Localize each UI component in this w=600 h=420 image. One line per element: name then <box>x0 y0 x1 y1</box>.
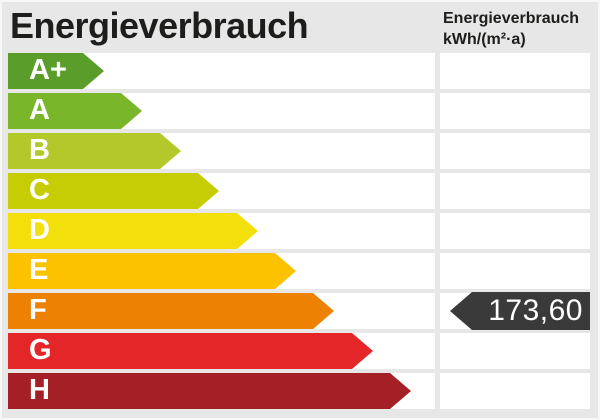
energy-scale: A+ A B C D E F 173,60 G H <box>2 53 598 413</box>
unit-header-title: Energieverbrauch <box>443 10 580 27</box>
energy-class-arrow-d: D <box>8 213 258 249</box>
scale-row-track: G <box>8 333 435 369</box>
value-column-cell <box>440 213 590 249</box>
scale-row-h: H <box>2 373 598 409</box>
label-header: Energieverbrauch Energieverbrauch kWh/(m… <box>2 2 598 53</box>
energy-class-arrow-h: H <box>8 373 411 409</box>
scale-row-aplus: A+ <box>2 53 598 89</box>
unit-header: Energieverbrauch kWh/(m²·a) <box>443 8 579 50</box>
scale-row-track: D <box>8 213 435 249</box>
consumption-value-tag: 173,60 <box>450 292 590 330</box>
page-title: Energieverbrauch <box>10 5 309 46</box>
scale-row-g: G <box>2 333 598 369</box>
value-column-cell <box>440 373 590 409</box>
energy-class-arrow-g: G <box>8 333 373 369</box>
energy-class-arrow-b: B <box>8 133 181 169</box>
scale-row-track: B <box>8 133 435 169</box>
value-column-cell <box>440 53 590 89</box>
value-column-cell <box>440 93 590 129</box>
scale-row-track: E <box>8 253 435 289</box>
scale-row-e: E <box>2 253 598 289</box>
scale-row-d: D <box>2 213 598 249</box>
scale-row-a: A <box>2 93 598 129</box>
scale-row-b: B <box>2 133 598 169</box>
scale-row-track: H <box>8 373 435 409</box>
value-column-cell <box>440 173 590 209</box>
energy-class-arrow-e: E <box>8 253 296 289</box>
scale-row-track: C <box>8 173 435 209</box>
energy-class-arrow-f: F <box>8 293 334 329</box>
scale-row-f: F 173,60 <box>2 292 598 330</box>
value-column-cell <box>440 333 590 369</box>
energy-class-arrow-c: C <box>8 173 219 209</box>
energy-class-arrow-a: A <box>8 93 142 129</box>
unit-header-unit: kWh/(m²·a) <box>443 31 526 48</box>
scale-row-track: F <box>8 293 435 329</box>
scale-row-track: A+ <box>8 53 435 89</box>
value-column-cell <box>440 133 590 169</box>
scale-row-track: A <box>8 93 435 129</box>
value-column-cell: 173,60 <box>440 292 590 330</box>
value-column-cell <box>440 253 590 289</box>
energy-class-arrow-aplus: A+ <box>8 53 104 89</box>
scale-row-c: C <box>2 173 598 209</box>
